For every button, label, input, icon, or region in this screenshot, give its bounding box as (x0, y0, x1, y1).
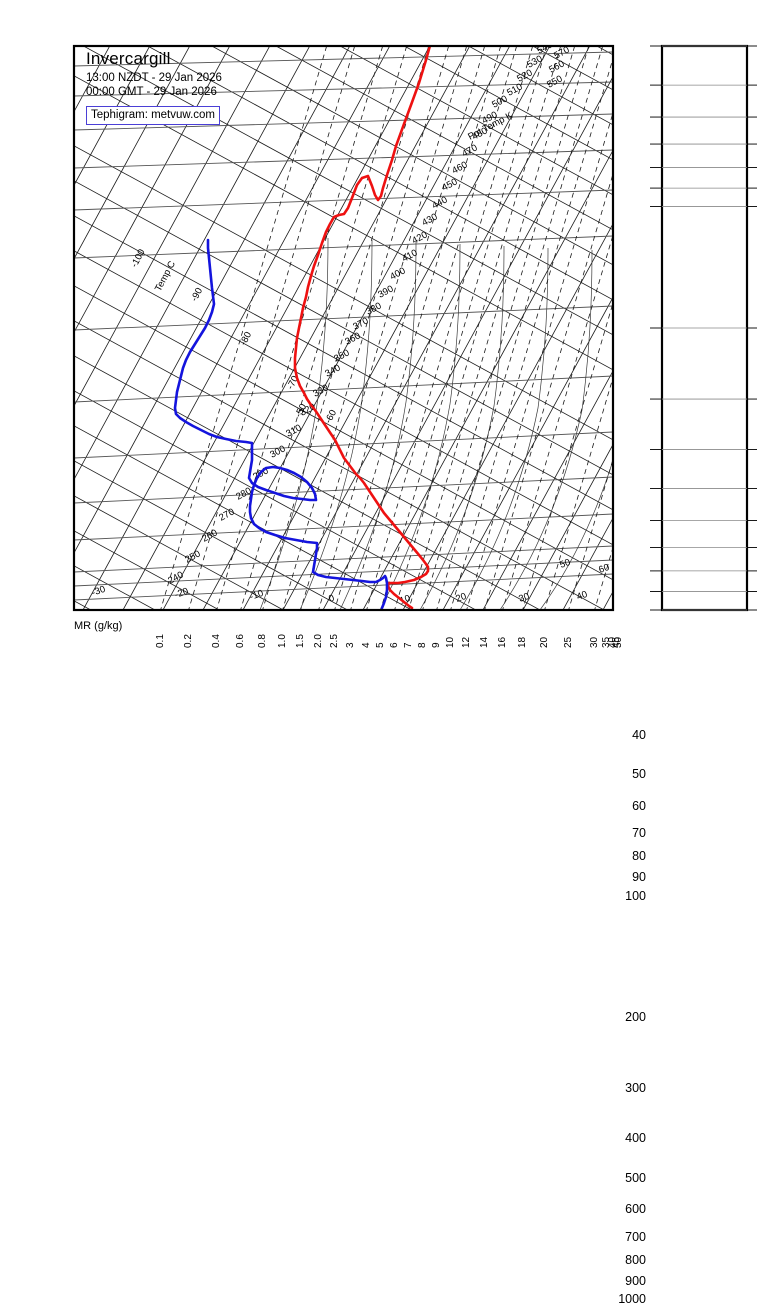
pressure-tick-label: 50 (632, 767, 646, 782)
pressure-tick-label: 80 (632, 849, 646, 864)
pressure-tick-label: 800 (625, 1252, 646, 1267)
svg-text:340: 340 (323, 362, 342, 379)
svg-text:580: 580 (557, 33, 576, 50)
svg-text:40: 40 (575, 589, 589, 603)
svg-text:-20: -20 (173, 586, 190, 601)
mixing-ratio-tick-label: 25 (563, 636, 574, 648)
isobar-group (74, 51, 613, 601)
pressure-tick-label: 600 (625, 1202, 646, 1217)
svg-text:350: 350 (332, 347, 351, 364)
svg-text:540: 540 (535, 39, 554, 56)
mixing-ratio-tick-label: 0.4 (211, 634, 222, 648)
chart-header: Invercargill 13:00 NZDT - 29 Jan 2026 00… (86, 49, 222, 125)
svg-text:550: 550 (545, 73, 564, 90)
svg-text:410: 410 (400, 247, 419, 264)
pressure-tick-label: 1000 (618, 1292, 646, 1306)
pressure-tick-label: 90 (632, 870, 646, 885)
svg-text:-90: -90 (189, 286, 205, 303)
svg-text:10: 10 (398, 593, 412, 607)
mixing-ratio-tick-label: 14 (479, 636, 490, 648)
mixing-ratio-tick-label: 2.5 (329, 634, 340, 648)
mixing-ratio-tick-label: 20 (539, 636, 550, 648)
plot-frame (72, 44, 615, 612)
svg-text:300: 300 (268, 443, 287, 460)
svg-text:-100: -100 (129, 247, 148, 269)
mixing-ratio-tick-label: 7 (403, 642, 414, 648)
mixing-ratio-tick-label: 6 (389, 642, 400, 648)
mixing-ratio-tick-label: 0.6 (235, 634, 246, 648)
svg-text:420: 420 (410, 229, 429, 246)
temperature-profile-curve (293, 46, 432, 610)
pressure-tick-label: 100 (625, 888, 646, 903)
svg-text:360: 360 (343, 330, 362, 347)
pressure-tick-label: 200 (625, 1010, 646, 1024)
svg-text:50: 50 (558, 557, 572, 571)
pressure-tick-label: 900 (625, 1273, 646, 1288)
svg-text:0: 0 (327, 593, 336, 605)
mixing-ratio-tick-label: 30 (589, 636, 600, 648)
svg-text:260: 260 (200, 527, 219, 544)
isotherm-group (74, 46, 613, 610)
svg-text:310: 310 (284, 422, 303, 439)
mixing-ratio-tick-label: 3 (345, 642, 356, 648)
svg-text:590: 590 (562, 21, 581, 38)
pressure-tick-label: 300 (625, 1081, 646, 1096)
mixing-ratio-tick-label: 0.8 (257, 634, 268, 648)
svg-text:270: 270 (217, 506, 236, 523)
gmt-time: 00:00 GMT - 29 Jan 2026 (86, 86, 217, 98)
dewpoint-profile-curve (173, 238, 389, 610)
mixing-ratio-tick-label: 9 (431, 642, 442, 648)
svg-text:400: 400 (388, 265, 407, 282)
svg-text:60: 60 (597, 562, 611, 576)
svg-text:500: 500 (490, 93, 509, 110)
mixing-ratio-tick-label: 50 (613, 636, 624, 648)
svg-text:30: 30 (517, 591, 531, 605)
svg-text:20: 20 (454, 591, 468, 605)
mixing-ratio-tick-label: 0.1 (155, 634, 166, 648)
pressure-tick-label: 400 (625, 1131, 646, 1146)
svg-text:470: 470 (460, 142, 479, 159)
tephigram-chart: -100 -90 -80 -70 -60 -50 Temp C -30 -20 … (72, 21, 757, 612)
svg-text:430: 430 (420, 211, 439, 228)
svg-text:520: 520 (515, 67, 534, 84)
mixing-ratio-tick-label: 8 (417, 642, 428, 648)
pressure-tick-label: 40 (632, 728, 646, 742)
svg-text:Temp C: Temp C (153, 259, 178, 293)
local-time: 13:00 NZDT - 29 Jan 2026 (86, 72, 222, 84)
svg-text:240: 240 (166, 569, 185, 586)
mixing-ratio-tick-label: 2.0 (313, 634, 324, 648)
pressure-gridlines (650, 45, 757, 611)
svg-text:-30: -30 (90, 584, 107, 599)
mixing-ratio-tick-label: 1.5 (295, 634, 306, 648)
svg-text:330: 330 (311, 382, 330, 399)
svg-text:-10: -10 (248, 588, 265, 603)
svg-text:370: 370 (351, 315, 370, 332)
pressure-tick-label: 70 (632, 826, 646, 841)
svg-text:250: 250 (183, 548, 202, 565)
station-name: Invercargill (86, 49, 171, 68)
pressure-tick-label: 700 (625, 1229, 646, 1244)
mixing-ratio-tick-label: 18 (517, 636, 528, 648)
svg-text:-80: -80 (238, 330, 254, 347)
mixing-ratio-tick-label: 1.0 (277, 634, 288, 648)
credit-link[interactable]: Tephigram: metvuw.com (86, 106, 220, 125)
svg-text:380: 380 (364, 300, 383, 317)
pressure-tick-label: 60 (632, 799, 646, 814)
mixing-ratio-tick-label: 5 (375, 642, 386, 648)
mixing-ratio-axis-title: MR (g/kg) (74, 620, 123, 632)
mixing-ratio-tick-label: 16 (497, 636, 508, 648)
mixing-ratio-tick-label: 10 (445, 636, 456, 648)
mixing-ratio-tick-label: 4 (361, 642, 372, 648)
svg-text:530: 530 (525, 53, 544, 70)
mixing-ratio-tick-label: 12 (461, 636, 472, 648)
mixing-ratio-tick-label: 0.2 (183, 634, 194, 648)
pressure-tick-label: 500 (625, 1170, 646, 1185)
